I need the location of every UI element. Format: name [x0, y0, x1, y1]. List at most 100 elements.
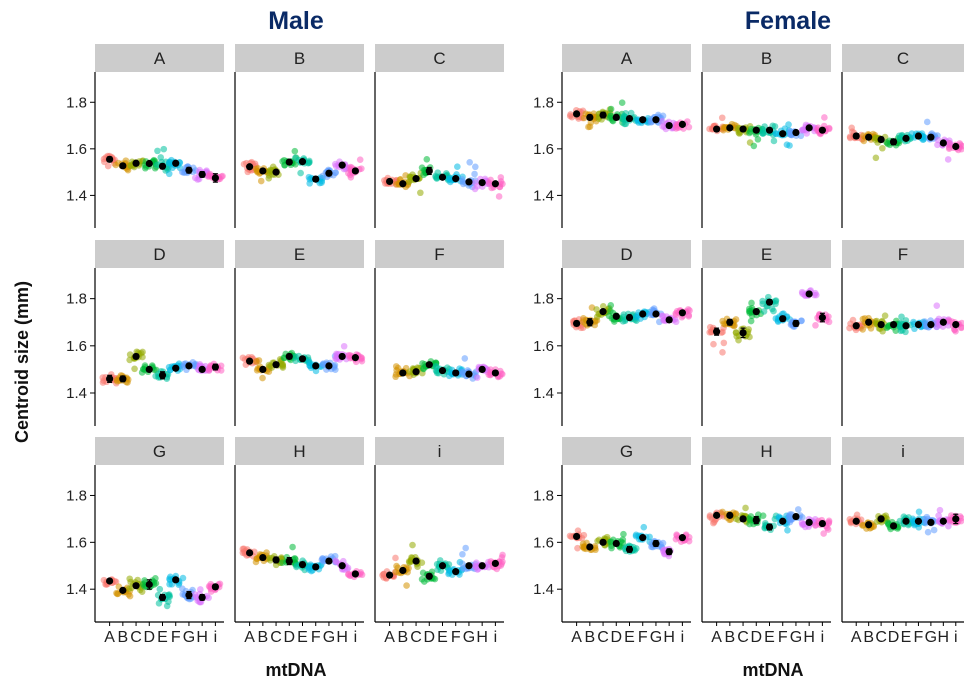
mean-point: [399, 566, 407, 575]
data-point: [785, 121, 792, 128]
data-point: [607, 302, 615, 309]
data-point: [591, 544, 599, 552]
data-point: [800, 521, 807, 528]
mean-point: [586, 543, 594, 551]
data-point: [607, 105, 615, 113]
mean-point: [438, 173, 447, 181]
data-point: [289, 543, 296, 551]
strip-label: H: [293, 442, 305, 461]
data-point: [760, 308, 768, 315]
x-tick-label: F: [638, 629, 648, 646]
x-tick-label: A: [571, 629, 582, 646]
mean-point: [612, 312, 620, 320]
data-point: [883, 139, 891, 146]
data-point: [466, 158, 473, 166]
mean-point: [599, 111, 607, 119]
mean-point: [478, 562, 486, 570]
data-point: [853, 511, 861, 519]
mean-point: [678, 309, 686, 317]
data-point: [812, 289, 819, 297]
data-point: [127, 578, 134, 586]
mean-point: [779, 130, 787, 138]
mean-point: [211, 363, 219, 371]
data-point: [357, 569, 365, 576]
mean-point: [272, 556, 280, 564]
y-tick-label: 1.6: [66, 141, 87, 158]
data-point: [944, 156, 952, 163]
data-point: [157, 154, 165, 161]
x-tick-label: B: [724, 629, 735, 646]
data-point: [474, 182, 481, 190]
data-point: [746, 305, 753, 313]
data-point: [608, 544, 615, 552]
data-point: [297, 169, 304, 177]
data-point: [499, 551, 506, 559]
data-point: [770, 137, 778, 145]
mean-point: [246, 357, 254, 365]
y-tick-label: 1.8: [533, 487, 554, 504]
data-point: [772, 300, 779, 308]
col-title-male: Male: [268, 7, 324, 35]
data-point: [934, 141, 941, 149]
data-point: [318, 556, 326, 564]
mean-point: [599, 308, 607, 316]
mean-point: [185, 362, 193, 370]
mean-point: [312, 563, 320, 571]
data-point: [205, 582, 213, 590]
x-tick-label: B: [584, 629, 595, 646]
mean-point: [939, 517, 947, 525]
data-point: [719, 317, 726, 325]
mean-point: [713, 125, 721, 133]
data-point: [459, 178, 467, 186]
strip-label: G: [620, 442, 633, 461]
data-point: [594, 537, 601, 545]
mean-point: [914, 320, 923, 329]
data-point: [104, 162, 112, 170]
mean-point: [119, 586, 127, 594]
strip-background: [842, 44, 964, 72]
mean-point: [902, 134, 910, 142]
data-point: [640, 523, 648, 531]
x-tick-label: C: [130, 629, 142, 646]
data-point: [673, 532, 681, 539]
mean-point: [665, 316, 673, 324]
data-point: [825, 518, 833, 526]
y-tick-label: 1.8: [533, 94, 554, 111]
strip-background: [375, 240, 504, 268]
mean-point: [939, 318, 947, 326]
mean-point: [877, 135, 885, 144]
mean-point: [185, 166, 193, 174]
mean-point: [625, 114, 634, 123]
y-tick-label: 1.4: [66, 187, 87, 204]
mean-point: [338, 562, 346, 570]
mean-point: [865, 133, 873, 141]
mean-point: [351, 167, 359, 175]
data-point: [345, 169, 352, 177]
x-tick-label: F: [311, 629, 321, 646]
mean-point: [412, 557, 420, 565]
x-tick-label: E: [157, 629, 168, 646]
data-point: [794, 506, 802, 513]
mean-point: [865, 318, 873, 326]
data-point: [165, 170, 173, 178]
y-tick-label: 1.8: [66, 291, 87, 308]
x-tick-label: E: [901, 629, 912, 646]
mean-point: [805, 290, 813, 298]
mean-point: [852, 517, 860, 525]
strip-background: [235, 437, 364, 465]
mean-point: [211, 174, 219, 182]
data-point: [719, 508, 726, 516]
data-point: [445, 570, 452, 578]
data-point: [459, 564, 467, 572]
x-tick-label: B: [117, 629, 128, 646]
mean-point: [678, 534, 686, 542]
x-axis-title-female: mtDNA: [743, 660, 804, 680]
mean-point: [106, 155, 114, 163]
data-point: [742, 504, 749, 512]
strip-background: [702, 437, 831, 465]
mean-point: [272, 168, 280, 176]
x-tick-label: G: [323, 629, 335, 646]
data-point: [356, 156, 364, 163]
mean-point: [246, 549, 254, 557]
data-point: [759, 297, 766, 305]
